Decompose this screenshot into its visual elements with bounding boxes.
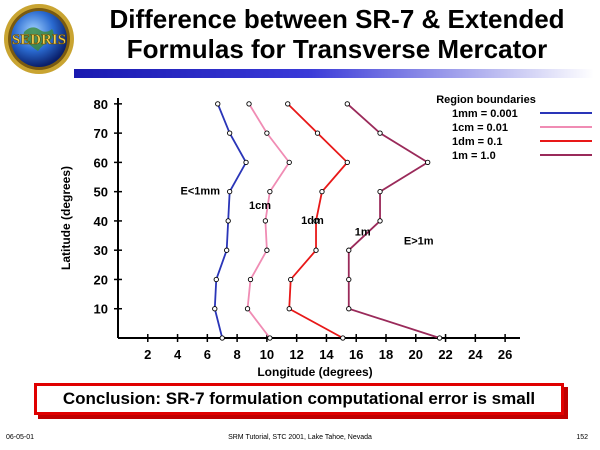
data-point <box>286 306 292 312</box>
x-tick-label: 26 <box>498 347 512 362</box>
series-1 <box>212 101 249 341</box>
data-point <box>224 247 230 253</box>
data-point <box>219 335 225 341</box>
data-point <box>213 276 219 283</box>
y-tick-label: 70 <box>94 126 108 141</box>
data-point <box>227 130 233 136</box>
y-tick-label: 30 <box>94 243 108 258</box>
data-point <box>425 159 431 166</box>
legend-label: 1dm = 0.1 <box>452 136 502 148</box>
data-point <box>377 218 383 224</box>
x-tick-label: 14 <box>319 347 334 362</box>
conclusion-box: Conclusion: SR-7 formulation computation… <box>34 383 564 415</box>
data-point <box>346 306 352 312</box>
x-axis-label: Longitude (degrees) <box>257 365 372 379</box>
data-point <box>262 218 269 224</box>
footer-event: SRM Tutorial, STC 2001, Lake Tahoe, Neva… <box>228 434 372 441</box>
slide-title: Difference between SR-7 & Extended Formu… <box>82 4 592 64</box>
region-label: 1dm <box>301 215 324 227</box>
sedris-logo: SEDRIS <box>4 4 74 74</box>
title-line-1: Difference between SR-7 & Extended <box>109 4 565 34</box>
legend-label: 1m = 1.0 <box>452 150 496 162</box>
y-tick-label: 10 <box>94 302 108 317</box>
data-point <box>247 276 254 283</box>
data-point <box>264 247 270 253</box>
footer-page-number: 152 <box>576 434 588 441</box>
data-point <box>340 335 346 341</box>
x-tick-label: 22 <box>438 347 452 362</box>
chart-series <box>212 101 443 341</box>
region-label: E<1mm <box>181 186 221 198</box>
data-point <box>267 335 273 341</box>
x-tick-label: 2 <box>144 347 151 362</box>
data-point <box>267 189 273 195</box>
legend-title: Region boundaries <box>436 94 536 106</box>
x-tick-label: 20 <box>409 347 423 362</box>
legend-label: 1cm = 0.01 <box>452 122 508 134</box>
data-point <box>319 189 325 195</box>
y-tick-label: 20 <box>94 272 108 287</box>
data-point <box>246 101 252 107</box>
chart-axes: 2 4 6 8 10 12 14 16 18 20 22 24 261020304050607080Lo… <box>59 97 520 379</box>
data-point <box>436 335 443 341</box>
x-tick-label: 12 <box>289 347 303 362</box>
footer-date: 06-05-01 <box>6 434 35 441</box>
x-tick-label: 6 <box>204 347 211 362</box>
data-point <box>227 189 233 195</box>
data-point <box>313 247 319 253</box>
data-point <box>288 276 294 283</box>
x-tick-label: 16 <box>349 347 363 362</box>
data-point <box>212 306 218 312</box>
chart-legend: Region boundaries 1mm = 0.001 1cm = 0.01 1d… <box>436 94 592 162</box>
x-tick-label: 24 <box>468 347 483 362</box>
data-point <box>244 306 251 312</box>
series-line <box>346 103 440 339</box>
data-point <box>346 276 352 283</box>
region-boundary-chart: 2 4 6 8 10 12 14 16 18 20 22 24 261020304050607080Lo… <box>59 94 592 379</box>
legend-label: 1mm = 0.001 <box>452 108 518 120</box>
data-point <box>344 101 350 107</box>
y-axis-label: Latitude (degrees) <box>59 166 73 270</box>
data-point <box>243 159 249 166</box>
data-point <box>377 189 383 195</box>
data-point <box>215 101 221 107</box>
data-point <box>314 130 321 136</box>
x-tick-label: 18 <box>379 347 393 362</box>
title-rule <box>74 69 594 78</box>
y-tick-label: 40 <box>94 214 108 229</box>
y-tick-label: 50 <box>94 185 108 200</box>
x-tick-label: 8 <box>233 347 240 362</box>
data-point <box>346 247 352 253</box>
chart-annotations: E<1mm 1cm 1dm 1m E>1m <box>181 186 434 248</box>
y-tick-label: 80 <box>94 97 108 112</box>
region-label: 1m <box>355 227 371 239</box>
series-line <box>246 103 291 339</box>
title-line-2: Formulas for Transverse Mercator <box>126 34 548 64</box>
y-tick-label: 60 <box>94 155 108 170</box>
data-point <box>344 159 350 166</box>
data-point <box>225 218 231 224</box>
x-tick-label: 4 <box>174 347 182 362</box>
series-2 <box>244 101 292 341</box>
svg-text:SEDRIS: SEDRIS <box>12 32 66 48</box>
series-3 <box>285 101 350 341</box>
region-label: 1cm <box>249 200 271 212</box>
data-point <box>313 218 319 224</box>
series-4 <box>344 101 443 341</box>
data-point <box>377 130 383 136</box>
data-point <box>286 159 292 166</box>
x-tick-label: 10 <box>260 347 274 362</box>
data-point <box>264 130 270 136</box>
region-label: E>1m <box>404 235 434 247</box>
data-point <box>285 101 291 107</box>
